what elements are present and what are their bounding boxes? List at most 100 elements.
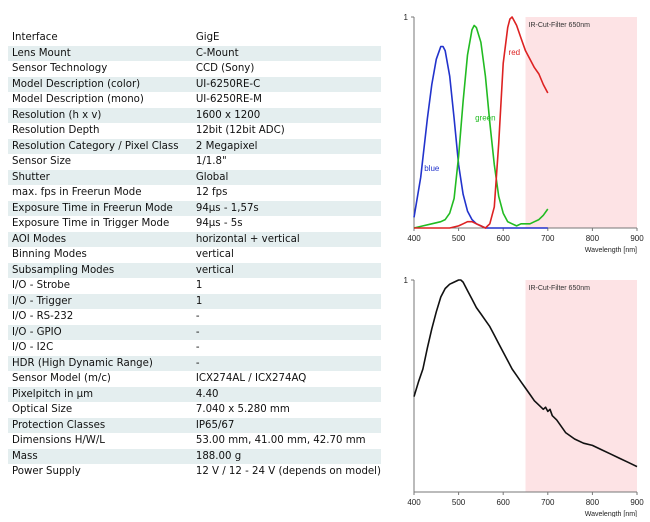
spec-row: Lens Mount C-Mount [8, 45, 381, 61]
spec-value: Global [191, 169, 381, 185]
x-tick-label: 600 [497, 498, 511, 507]
spec-row: Binning Modes vertical [8, 247, 381, 263]
spec-value: 1600 x 1200 [191, 107, 381, 123]
spec-row: I/O - I2C - [8, 340, 381, 356]
spec-row: Shutter Global [8, 169, 381, 185]
spec-value: vertical [191, 262, 381, 278]
y-tick-label: 1 [404, 276, 409, 285]
spec-label: I/O - I2C [12, 342, 54, 353]
spec-row: Interface GigE [8, 30, 381, 46]
x-tick-label: 800 [586, 498, 600, 507]
spec-value: - [195, 311, 200, 322]
spec-row: Exposure Time in Freerun Mode 94µs - 1,57… [8, 200, 381, 216]
ir-cut-label: IR-Cut-Filter 650nm [529, 22, 591, 29]
ir-cut-band [525, 280, 637, 492]
spec-label: Protection Classes [8, 417, 192, 433]
spec-row: I/O - GPIO - [8, 324, 381, 340]
spec-label: I/O - RS-232 [12, 311, 74, 322]
color-sensitivity-svg: IR-Cut-Filter 650nm 400 500 600 700 800 900 1 Wa… [404, 13, 645, 254]
spec-row: Resolution (h x v) 1600 x 1200 [8, 107, 381, 123]
spec-value: 1/1.8" [195, 156, 227, 167]
spec-label: Resolution Depth [12, 125, 100, 136]
spec-row: Pixelpitch in µm 4.40 [8, 386, 381, 402]
spec-label: Exposure Time in Trigger Mode [12, 218, 170, 229]
spec-label: Dimensions H/W/L [12, 435, 105, 446]
spec-value: 94µs - 1,57s [191, 200, 381, 216]
spec-label: Mass [8, 448, 192, 464]
spec-row: I/O - RS-232 - [8, 309, 381, 325]
color-sensitivity-chart: IR-Cut-Filter 650nm 400 500 600 700 800 900 1 Wa… [386, 4, 650, 254]
spec-value: vertical [195, 249, 234, 260]
x-tick-label: 900 [630, 498, 644, 507]
spec-label: max. fps in Freerun Mode [12, 187, 142, 198]
spec-label: Power Supply [12, 466, 81, 477]
spec-value: - [195, 342, 200, 353]
spec-label: Pixelpitch in µm [8, 386, 192, 402]
spec-value: horizontal + vertical [191, 231, 381, 247]
spec-row: Exposure Time in Trigger Mode 94µs - 5s [8, 216, 381, 232]
x-tick-label: 400 [407, 234, 421, 243]
series-line-green [413, 24, 549, 229]
spec-row: Resolution Depth 12bit (12bit ADC) [8, 123, 381, 139]
spec-value: ICX274AL / ICX274AQ [195, 373, 307, 384]
spec-row: Sensor Size 1/1.8" [8, 154, 381, 170]
spec-table-body: Interface GigE Lens Mount C-Mount Sensor Tec… [8, 30, 381, 480]
spec-label: I/O - Trigger [8, 293, 192, 309]
spec-value: 7.040 x 5.280 mm [195, 404, 290, 415]
spec-label: AOI Modes [8, 231, 192, 247]
x-tick-label: 500 [452, 234, 466, 243]
spec-label: HDR (High Dynamic Range) [8, 355, 192, 371]
spec-row: I/O - Trigger 1 [8, 293, 381, 309]
spec-label: Sensor Size [12, 156, 72, 167]
spec-row: Optical Size 7.040 x 5.280 mm [8, 402, 381, 418]
spec-label: Model Description (mono) [12, 94, 144, 105]
spec-row: Mass 188.00 g [8, 448, 381, 464]
spec-value: 94µs - 5s [195, 218, 243, 229]
x-tick-label: 900 [630, 234, 644, 243]
x-tick-label: 700 [541, 498, 555, 507]
spec-row: Resolution Category / Pixel Class 2 Megap… [8, 138, 381, 154]
spec-value: C-Mount [191, 45, 381, 61]
x-tick-label: 800 [586, 234, 600, 243]
spec-value: 12 V / 12 - 24 V (depends on model) [195, 466, 381, 477]
spec-label: I/O - Strobe [12, 280, 71, 291]
spec-value: UI-6250RE-M [195, 94, 262, 105]
spec-value: GigE [195, 32, 220, 43]
spec-label: Model Description (color) [8, 76, 192, 92]
spec-label: Exposure Time in Freerun Mode [8, 200, 192, 216]
spec-row: Sensor Technology CCD (Sony) [8, 61, 381, 77]
spec-label: I/O - GPIO [8, 324, 192, 340]
spec-value: 53.00 mm, 41.00 mm, 42.70 mm [195, 435, 366, 446]
spec-row: Protection Classes IP65/67 [8, 417, 381, 433]
spec-value: CCD (Sony) [195, 63, 255, 74]
spec-label: Sensor Model (m/c) [12, 373, 111, 384]
spec-row: AOI Modes horizontal + vertical [8, 231, 381, 247]
spec-row: I/O - Strobe 1 [8, 278, 381, 294]
spec-label: Resolution (h x v) [8, 107, 192, 123]
spec-label: Subsampling Modes [8, 262, 192, 278]
mono-sensitivity-svg: IR-Cut-Filter 650nm 400 500 600 700 800 900 1 Wa… [404, 276, 645, 518]
series-line-red [414, 16, 549, 229]
spec-value: 12bit (12bit ADC) [195, 125, 285, 136]
x-tick-label: 700 [541, 234, 555, 243]
spec-value: - [191, 355, 381, 371]
x-tick-label: 500 [452, 498, 466, 507]
spec-row: HDR (High Dynamic Range) - [8, 355, 381, 371]
series-line-blue [413, 45, 548, 229]
spec-row: max. fps in Freerun Mode 12 fps [8, 185, 381, 201]
spec-value: 4.40 [191, 386, 381, 402]
spec-row: Model Description (mono) UI-6250RE-M [8, 92, 381, 108]
y-tick-label: 1 [404, 13, 409, 22]
series-label: red [509, 48, 521, 57]
spec-value: 12 fps [195, 187, 228, 198]
spec-label: Binning Modes [12, 249, 87, 260]
x-axis-label: Wavelength [nm] [585, 511, 637, 517]
spec-label: Resolution Category / Pixel Class [8, 138, 192, 154]
spec-row: Subsampling Modes vertical [8, 262, 381, 278]
spec-value: 1 [191, 293, 381, 309]
spec-value: - [191, 324, 381, 340]
spec-value: 2 Megapixel [191, 138, 381, 154]
spec-value: UI-6250RE-C [191, 76, 381, 92]
spec-label: Shutter [8, 169, 192, 185]
x-tick-label: 400 [407, 498, 421, 507]
